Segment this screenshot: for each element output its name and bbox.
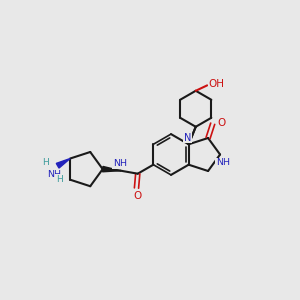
Text: OH: OH <box>209 79 225 89</box>
Polygon shape <box>102 167 121 172</box>
Text: O: O <box>217 118 225 128</box>
Text: H: H <box>42 158 49 166</box>
Text: H: H <box>56 175 62 184</box>
Text: NH: NH <box>113 159 127 168</box>
Text: NH: NH <box>216 158 230 167</box>
Text: N: N <box>184 133 191 143</box>
Polygon shape <box>56 158 70 168</box>
Text: NH: NH <box>47 169 61 178</box>
Text: O: O <box>133 190 141 200</box>
